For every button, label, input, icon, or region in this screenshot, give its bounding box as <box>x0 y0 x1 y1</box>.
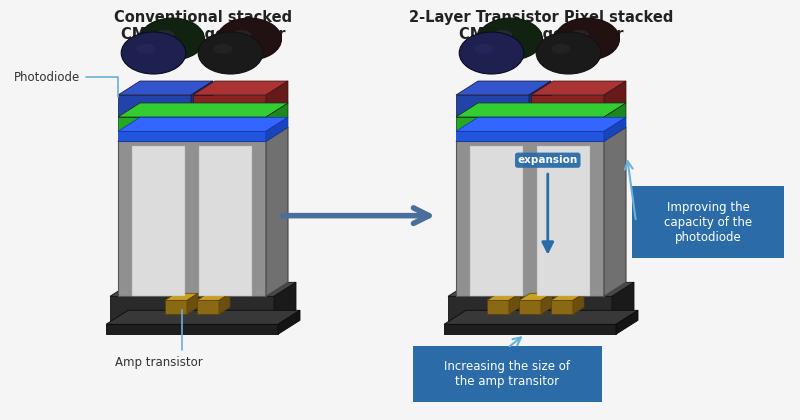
Polygon shape <box>187 293 198 314</box>
Polygon shape <box>456 103 626 117</box>
Polygon shape <box>118 127 288 141</box>
Ellipse shape <box>551 44 570 54</box>
Polygon shape <box>118 103 288 117</box>
Polygon shape <box>604 103 626 131</box>
Bar <box>118 95 191 117</box>
Polygon shape <box>531 81 626 95</box>
Ellipse shape <box>555 18 619 60</box>
Bar <box>118 117 266 131</box>
FancyBboxPatch shape <box>413 346 602 402</box>
Ellipse shape <box>232 30 251 40</box>
Polygon shape <box>118 81 213 95</box>
Bar <box>531 95 604 117</box>
Polygon shape <box>529 81 551 117</box>
Polygon shape <box>519 293 552 300</box>
Polygon shape <box>106 310 300 324</box>
Polygon shape <box>456 81 551 95</box>
Polygon shape <box>604 81 626 117</box>
Polygon shape <box>193 81 288 95</box>
Ellipse shape <box>536 32 601 74</box>
Polygon shape <box>191 81 213 117</box>
Polygon shape <box>110 282 296 296</box>
Bar <box>456 141 604 296</box>
Polygon shape <box>278 310 300 334</box>
Text: Amp transistor: Amp transistor <box>115 310 202 369</box>
Polygon shape <box>444 310 638 324</box>
Bar <box>487 300 509 314</box>
Text: Improving the
capacity of the
photodiode: Improving the capacity of the photodiode <box>664 200 752 244</box>
Bar <box>448 296 612 324</box>
Ellipse shape <box>198 32 262 74</box>
Bar <box>193 95 266 117</box>
Polygon shape <box>118 131 266 141</box>
Bar <box>456 117 604 131</box>
Polygon shape <box>197 293 230 300</box>
Polygon shape <box>118 117 288 131</box>
Text: Photodiode: Photodiode <box>14 71 118 97</box>
Bar <box>537 145 590 296</box>
Polygon shape <box>219 293 230 314</box>
Bar <box>551 300 573 314</box>
Polygon shape <box>616 310 638 334</box>
Ellipse shape <box>140 18 205 60</box>
Bar <box>519 300 541 314</box>
Bar <box>197 300 219 314</box>
Polygon shape <box>573 293 584 314</box>
Polygon shape <box>266 117 288 141</box>
Ellipse shape <box>155 30 174 40</box>
Bar <box>132 145 185 296</box>
FancyBboxPatch shape <box>632 186 784 258</box>
Polygon shape <box>604 117 626 141</box>
Bar <box>118 141 266 296</box>
Polygon shape <box>551 293 584 300</box>
Polygon shape <box>456 117 626 131</box>
Bar <box>165 300 187 314</box>
Polygon shape <box>448 282 634 296</box>
Ellipse shape <box>570 30 589 40</box>
Bar <box>444 324 616 334</box>
Polygon shape <box>541 293 552 314</box>
Polygon shape <box>456 127 626 141</box>
Polygon shape <box>509 293 520 314</box>
Polygon shape <box>274 282 296 324</box>
Bar <box>456 95 529 117</box>
Polygon shape <box>165 293 198 300</box>
Text: expansion: expansion <box>518 155 578 165</box>
Bar <box>199 145 252 296</box>
Bar <box>106 324 278 334</box>
Polygon shape <box>456 131 604 141</box>
Ellipse shape <box>493 30 512 40</box>
Polygon shape <box>612 282 634 324</box>
Text: Conventional stacked
CMOS image sensor: Conventional stacked CMOS image sensor <box>114 10 292 42</box>
Bar <box>470 145 523 296</box>
Ellipse shape <box>478 18 542 60</box>
Text: 2-Layer Transistor Pixel stacked
CMOS image sensor: 2-Layer Transistor Pixel stacked CMOS im… <box>409 10 673 42</box>
Polygon shape <box>266 127 288 296</box>
Ellipse shape <box>137 44 155 54</box>
Polygon shape <box>604 127 626 296</box>
Polygon shape <box>487 293 520 300</box>
Ellipse shape <box>217 18 282 60</box>
Polygon shape <box>266 103 288 131</box>
Ellipse shape <box>214 44 232 54</box>
Polygon shape <box>266 81 288 117</box>
Ellipse shape <box>459 32 524 74</box>
Ellipse shape <box>474 44 494 54</box>
Bar <box>110 296 274 324</box>
Text: Increasing the size of
the amp transitor: Increasing the size of the amp transitor <box>445 360 570 388</box>
Ellipse shape <box>122 32 186 74</box>
